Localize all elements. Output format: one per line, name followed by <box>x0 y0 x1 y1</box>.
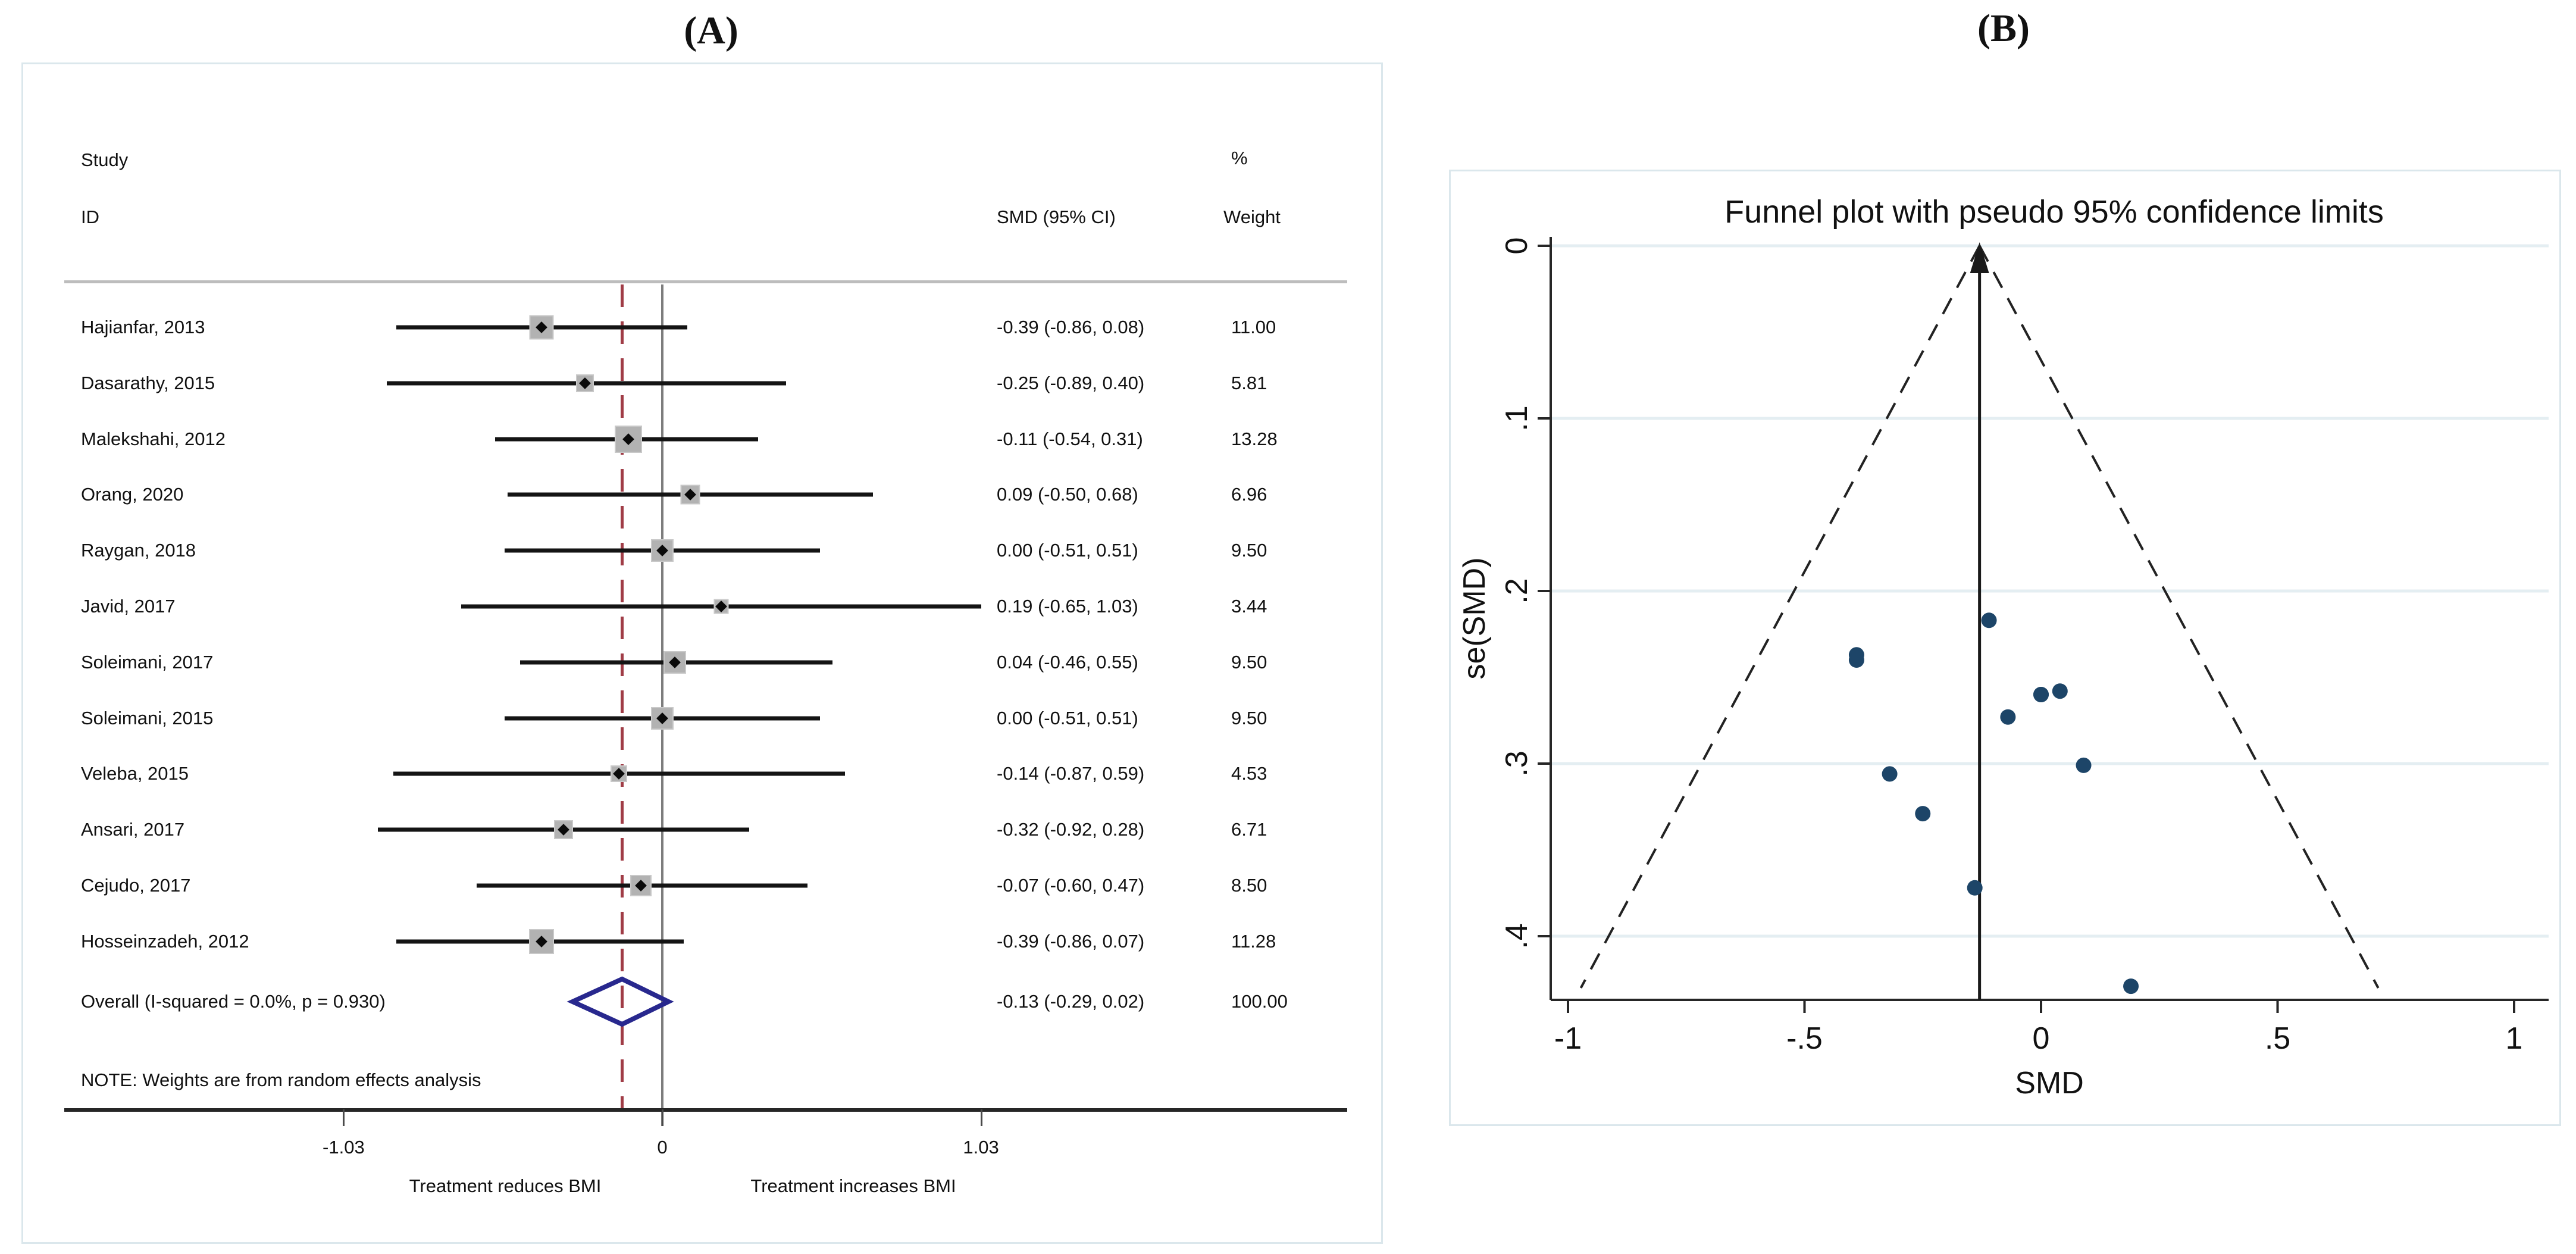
weight-value: 13.28 <box>1231 428 1278 449</box>
column-header-smd-ci: SMD (95% CI) <box>997 207 1116 227</box>
y-tick-label: 0 <box>1500 237 1534 255</box>
study-point <box>2052 683 2068 699</box>
smd-ci-value: -0.39 (-0.86, 0.08) <box>997 317 1145 337</box>
smd-ci-value: -0.11 (-0.54, 0.31) <box>997 428 1143 449</box>
study-point <box>1981 612 1997 628</box>
study-label: Cejudo, 2017 <box>81 875 191 896</box>
study-label: Hajianfar, 2013 <box>81 317 205 337</box>
smd-ci-value: -0.25 (-0.89, 0.40) <box>997 372 1145 393</box>
overall-diamond <box>566 976 674 1027</box>
x-tick-label: 0 <box>2033 1021 2050 1056</box>
y-axis-label: se(SMD) <box>1457 557 1492 680</box>
funnel-left-dashed-limit <box>1579 245 1981 989</box>
study-label: Javid, 2017 <box>81 596 176 617</box>
x-tick <box>662 1109 663 1126</box>
study-label: Soleimani, 2017 <box>81 651 214 673</box>
overall-effect-dashed-line <box>621 284 624 1109</box>
study-point <box>1848 647 1864 663</box>
x-tick-label: 1 <box>2506 1021 2523 1056</box>
column-header-weight: Weight <box>1223 207 1281 227</box>
weight-value: 6.96 <box>1231 484 1267 505</box>
weight-value: 5.81 <box>1231 372 1267 393</box>
column-header-id: ID <box>81 207 99 227</box>
smd-ci-value: -0.39 (-0.86, 0.07) <box>997 930 1145 952</box>
x-tick-label: 1.03 <box>963 1137 999 1158</box>
smd-ci-value: 0.00 (-0.51, 0.51) <box>997 707 1138 728</box>
smd-ci-value: 0.00 (-0.51, 0.51) <box>997 540 1138 561</box>
weight-value: 11.00 <box>1231 317 1276 337</box>
weight-value: 11.28 <box>1231 930 1276 952</box>
smd-ci-value: 0.19 (-0.65, 1.03) <box>997 596 1138 617</box>
weight-value: 3.44 <box>1231 596 1267 617</box>
y-tick-label: .3 <box>1500 750 1534 776</box>
weight-value: 8.50 <box>1231 875 1267 896</box>
weight-value: 4.53 <box>1231 763 1267 784</box>
study-point <box>2076 757 2092 773</box>
x-tick-label: -.5 <box>1786 1021 1823 1056</box>
y-tick-label: .2 <box>1500 578 1534 603</box>
x-tick-label: 0 <box>657 1137 668 1158</box>
header-divider-line <box>64 280 1347 283</box>
weight-value: 9.50 <box>1231 651 1267 673</box>
panel-a-label: (A) <box>684 9 738 52</box>
study-label: Raygan, 2018 <box>81 540 196 561</box>
funnel-title: Funnel plot with pseudo 95% confidence l… <box>1724 194 2384 230</box>
zero-reference-line <box>661 284 663 1126</box>
study-point <box>1967 880 1983 896</box>
overall-smd-ci-value: -0.13 (-0.29, 0.02) <box>997 991 1145 1012</box>
study-point <box>1882 766 1898 782</box>
smd-ci-value: -0.14 (-0.87, 0.59) <box>997 763 1145 784</box>
y-tick-label: .4 <box>1500 923 1534 949</box>
effect-square <box>651 706 674 730</box>
weight-value: 9.50 <box>1231 540 1267 561</box>
study-label: Soleimani, 2015 <box>81 707 214 728</box>
effect-square <box>529 315 554 340</box>
forest-x-axis-line <box>64 1108 1347 1112</box>
weight-value: 9.50 <box>1231 707 1267 728</box>
column-header-percent: % <box>1231 148 1248 168</box>
smd-ci-value: 0.09 (-0.50, 0.68) <box>997 484 1138 505</box>
smd-ci-value: -0.32 (-0.92, 0.28) <box>997 819 1145 840</box>
arrowhead-icon <box>1970 242 1989 273</box>
x-axis-label: SMD <box>2015 1066 2084 1100</box>
note-text: NOTE: Weights are from random effects an… <box>81 1070 481 1090</box>
weight-value: 6.71 <box>1231 819 1267 840</box>
funnel-chart: 0 .1 .2 .3 .4 -1 -.5 0 .5 1 <box>1500 237 2549 1056</box>
study-label: Ansari, 2017 <box>81 819 185 840</box>
study-point <box>2033 687 2049 702</box>
study-label: Veleba, 2015 <box>81 763 189 784</box>
study-point <box>1915 806 1931 822</box>
funnel-right-dashed-limit <box>1978 245 2380 989</box>
study-label: Dasarathy, 2015 <box>81 372 215 393</box>
smd-ci-value: 0.04 (-0.46, 0.55) <box>997 651 1138 673</box>
axis-caption-right: Treatment increases BMI <box>750 1175 956 1196</box>
panel-b-label: (B) <box>1977 7 2030 50</box>
overall-diamond-layer <box>566 976 674 1027</box>
study-point <box>2000 709 2016 725</box>
study-label: Orang, 2020 <box>81 484 184 505</box>
axis-caption-left: Treatment reduces BMI <box>409 1175 602 1196</box>
overall-label: Overall (I-squared = 0.0%, p = 0.930) <box>81 991 386 1012</box>
funnel-plot-panel: Funnel plot with pseudo 95% confidence l… <box>1449 170 2561 1126</box>
forest-plot-panel: Study ID % SMD (95% CI) Weight Hajianfar… <box>21 62 1383 1244</box>
column-header-study: Study <box>81 149 129 170</box>
study-label: Malekshahi, 2012 <box>81 428 226 449</box>
smd-ci-value: -0.07 (-0.60, 0.47) <box>997 875 1145 896</box>
overall-weight-value: 100.00 <box>1231 991 1288 1012</box>
x-tick <box>980 1109 982 1126</box>
x-tick-label: .5 <box>2265 1021 2290 1056</box>
y-tick-label: .1 <box>1500 405 1534 431</box>
study-label: Hosseinzadeh, 2012 <box>81 930 249 952</box>
study-point <box>2123 978 2139 995</box>
x-tick-label: -1 <box>1554 1021 1582 1056</box>
x-tick-label: -1.03 <box>323 1137 365 1158</box>
x-tick <box>343 1109 345 1126</box>
